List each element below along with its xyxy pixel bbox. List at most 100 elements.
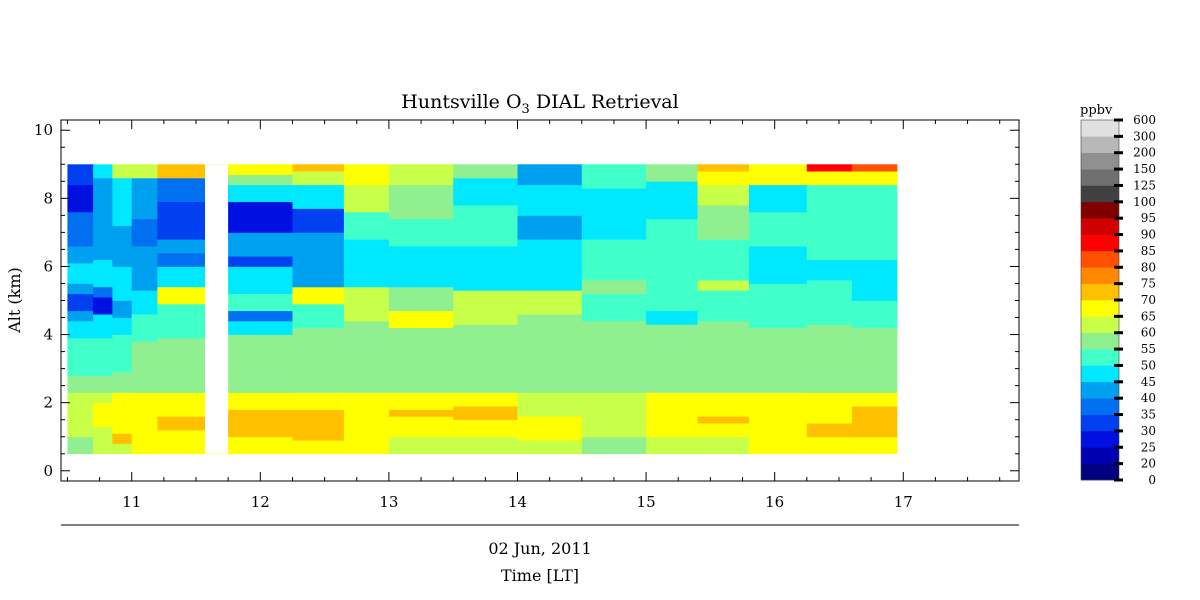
heatmap-cell <box>228 232 294 257</box>
heatmap-cell <box>453 205 519 247</box>
y-tick-label: 6 <box>43 257 53 275</box>
heatmap-cell <box>292 171 345 186</box>
heatmap-cell <box>292 392 345 410</box>
heatmap-cell <box>697 164 750 172</box>
heatmap-cell <box>851 406 898 438</box>
colorbar-swatch <box>1081 152 1119 170</box>
heatmap-cell <box>292 303 345 329</box>
heatmap-cell <box>228 392 294 410</box>
chart-title: Huntsville O3 DIAL Retrieval <box>401 91 678 117</box>
heatmap-cell <box>93 392 113 404</box>
colorbar-swatch <box>1081 218 1119 235</box>
heatmap-cell <box>112 433 133 444</box>
heatmap-cell <box>806 392 853 424</box>
heatmap-cell <box>131 177 158 220</box>
heatmap-cell <box>67 164 94 186</box>
colorbar-tick-label: 45 <box>1141 375 1156 389</box>
colorbar-tick-label: 80 <box>1141 260 1156 274</box>
heatmap-cell <box>749 246 808 284</box>
heatmap-cell <box>343 412 390 427</box>
heatmap-cell <box>806 164 853 172</box>
heatmap-cell <box>806 344 853 393</box>
heatmap-cell <box>749 433 808 455</box>
heatmap-cell <box>292 208 345 233</box>
heatmap-cell <box>581 164 647 189</box>
heatmap-cell <box>517 392 583 417</box>
heatmap-cell <box>228 174 294 186</box>
y-tick-label: 2 <box>43 394 53 412</box>
x-tick-label: 16 <box>765 493 784 511</box>
heatmap-cell <box>851 164 898 172</box>
x-tick-label: 12 <box>251 493 270 511</box>
heatmap-cell <box>131 341 158 393</box>
heatmap-cell <box>228 164 294 175</box>
heatmap-cell <box>517 215 583 240</box>
heatmap-cell <box>697 423 750 438</box>
heatmap-cell <box>581 392 647 438</box>
heatmap-cell <box>228 436 294 455</box>
heatmap-cell <box>93 314 113 339</box>
heatmap-cell <box>112 164 133 179</box>
heatmap-cell <box>749 283 808 329</box>
heatmap-cell <box>388 409 454 417</box>
heatmap-cell <box>93 402 113 427</box>
heatmap-cell <box>228 409 294 438</box>
heatmap-cell <box>228 256 294 267</box>
colorbar-tick-label: 300 <box>1133 129 1156 143</box>
heatmap-cell <box>453 436 519 455</box>
heatmap-cell <box>646 324 699 393</box>
heatmap-cell <box>343 239 390 288</box>
colorbar-swatch <box>1081 447 1119 464</box>
heatmap-cell <box>697 416 750 424</box>
heatmap-cell <box>806 218 853 261</box>
heatmap-cell <box>697 205 750 240</box>
heatmap-cell <box>112 300 133 318</box>
colorbar-swatch <box>1081 120 1119 137</box>
heatmap-cell <box>453 246 519 291</box>
colorbar-tick-label: 70 <box>1141 293 1156 307</box>
heatmap-cell <box>343 320 390 393</box>
colorbar-swatch <box>1081 463 1119 481</box>
heatmap-cell <box>388 416 454 438</box>
colorbar-tick-label: 75 <box>1141 277 1156 291</box>
heatmap-cell <box>697 392 750 417</box>
heatmap-cell <box>343 392 390 414</box>
heatmap-cell <box>67 310 94 322</box>
heatmap-cell <box>453 324 519 393</box>
colorbar-tick-label: 20 <box>1141 457 1156 471</box>
heatmap-cell <box>131 218 158 247</box>
colorbar: ppbv 0 20 25 30 35 40 45 50 55 60 65 70 75 80 85 90 95 10… <box>1080 103 1156 487</box>
heatmap-cell <box>806 259 853 281</box>
y-tick-label: 8 <box>43 189 53 207</box>
colorbar-swatch <box>1081 365 1119 383</box>
heatmap-cell <box>806 171 853 186</box>
heatmap-cell <box>851 184 898 213</box>
colorbar-swatch <box>1081 430 1119 448</box>
colorbar-tick-label: 25 <box>1141 440 1156 454</box>
colorbar-swatch <box>1081 136 1119 154</box>
heatmap-cell <box>851 300 898 329</box>
heatmap-cell <box>292 440 345 455</box>
heatmap-cell <box>453 406 519 421</box>
heatmap-cell <box>228 334 294 393</box>
colorbar-tick-label: 200 <box>1133 146 1156 160</box>
heatmap-cell <box>67 320 94 339</box>
heatmap-cell <box>343 286 390 322</box>
heatmap-cell <box>343 164 390 186</box>
colorbar-swatch <box>1081 332 1119 350</box>
colorbar-tick-label: 600 <box>1133 113 1156 127</box>
heatmap-cell <box>112 334 133 373</box>
heatmap-cell <box>292 232 345 288</box>
heatmap-cell <box>292 409 345 441</box>
heatmap-cell <box>388 286 454 312</box>
y-tick-label: 0 <box>43 462 53 480</box>
heatmap-cell <box>228 266 294 294</box>
heatmap-cell <box>67 184 94 213</box>
colorbar-swatch <box>1081 349 1119 366</box>
heatmap-cell <box>697 239 750 281</box>
heatmap-cell <box>697 280 750 291</box>
heatmap-cell <box>388 184 454 220</box>
heatmap-cell <box>388 310 454 329</box>
heatmap-cell <box>517 314 583 393</box>
